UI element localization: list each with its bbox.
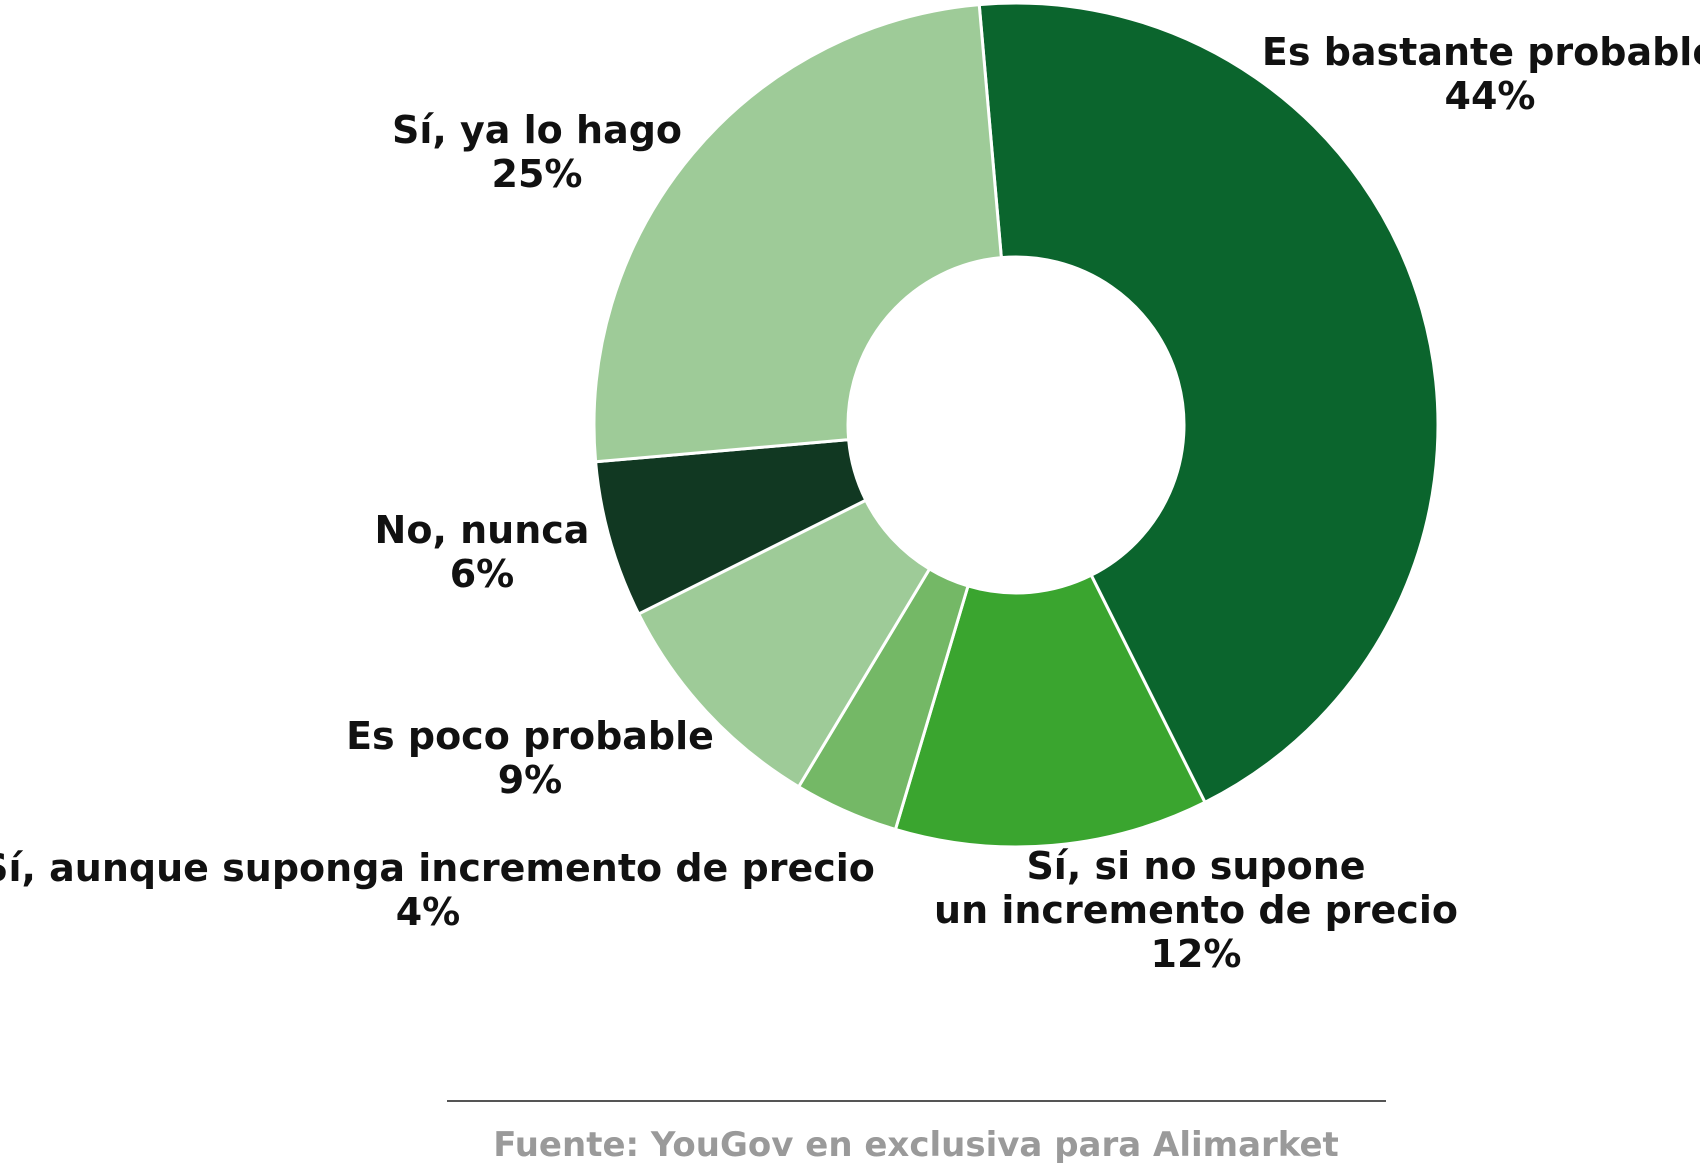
slice-value-label: 4% [396,890,461,934]
slice-value-label: 9% [498,758,563,802]
donut-slices [592,1,1440,849]
donut-slice [893,573,1207,849]
slice-labels: Es bastante probable 44% Sí, si no supone u… [0,30,1700,976]
slice-category-label: Es poco probable [346,714,714,758]
slice-category-label: Sí, si no supone [1026,844,1365,888]
slice-category-label: un incremento de precio [934,888,1458,932]
donut-slice [592,3,1003,464]
slice-label: No, nunca 6% [375,508,590,596]
slice-category-label: No, nunca [375,508,590,552]
donut-slice [977,1,1440,804]
slice-category-label: Es bastante probable [1262,30,1700,74]
slice-label: Sí, si no supone un incremento de precio 1… [934,844,1458,976]
slice-label: Es poco probable 9% [346,714,714,802]
slice-label: Sí, aunque suponga incremento de precio 4… [0,846,875,934]
slice-value-label: 12% [1151,932,1242,976]
donut-slice [637,498,931,789]
slice-category-label: Sí, ya lo hago [392,108,682,152]
slice-value-label: 6% [450,552,515,596]
slice-label: Es bastante probable 44% [1262,30,1700,118]
slice-category-label: Sí, aunque suponga incremento de precio [0,846,875,890]
slice-label: Sí, ya lo hago 25% [392,108,682,196]
slice-value-label: 25% [492,152,583,196]
slice-value-label: 44% [1445,74,1536,118]
source-note: Fuente: YouGov en exclusiva para Alimark… [493,1125,1339,1165]
